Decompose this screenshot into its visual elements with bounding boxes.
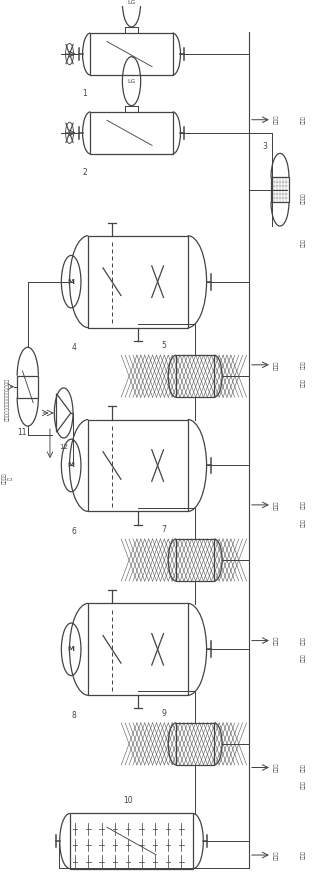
Text: 5: 5 xyxy=(162,341,167,350)
Text: 冷硫酸: 冷硫酸 xyxy=(301,116,306,124)
Text: 洗涤水: 洗涤水 xyxy=(301,781,306,789)
Text: 分层分: 分层分 xyxy=(301,636,306,645)
Text: LG: LG xyxy=(127,0,136,5)
Bar xyxy=(70,813,193,869)
Text: 11: 11 xyxy=(17,428,27,437)
Text: 4: 4 xyxy=(71,343,76,353)
Text: 回收氯化氢经精制处理后循环利用: 回收氯化氢经精制处理后循环利用 xyxy=(5,378,10,422)
Text: LG: LG xyxy=(127,78,136,84)
Text: 冷硫酸: 冷硫酸 xyxy=(274,115,278,124)
Text: 水洗水: 水洗水 xyxy=(301,378,306,386)
Text: 6: 6 xyxy=(71,527,76,536)
Bar xyxy=(91,33,173,75)
Text: M: M xyxy=(68,647,74,653)
Bar xyxy=(176,539,214,581)
Text: 1: 1 xyxy=(83,89,87,98)
Text: 废硅酸: 废硅酸 xyxy=(274,850,278,860)
Text: 水洗水: 水洗水 xyxy=(274,360,278,370)
Text: 水洗水: 水洗水 xyxy=(301,654,306,662)
Text: 洗涤水: 洗涤水 xyxy=(274,763,278,773)
Bar xyxy=(91,112,173,153)
Text: M: M xyxy=(68,462,74,468)
Text: 废硅酸: 废硅酸 xyxy=(301,851,306,859)
Text: 分层分: 分层分 xyxy=(301,763,306,772)
Bar xyxy=(17,376,38,398)
Text: 水洗水: 水洗水 xyxy=(274,500,278,510)
Text: 12: 12 xyxy=(59,444,68,450)
Text: 水洗水: 水洗水 xyxy=(274,636,278,646)
Text: 9: 9 xyxy=(162,709,167,718)
Text: 分层分: 分层分 xyxy=(301,501,306,509)
Bar xyxy=(176,723,214,765)
Bar xyxy=(176,355,214,397)
Bar xyxy=(271,177,289,202)
Text: 水洗水: 水洗水 xyxy=(301,518,306,527)
Text: 洗涤水: 洗涤水 xyxy=(301,238,306,247)
Text: 3: 3 xyxy=(263,142,268,151)
Text: 8: 8 xyxy=(71,711,76,720)
Bar xyxy=(88,420,188,512)
Bar xyxy=(88,603,188,695)
Text: M: M xyxy=(68,279,74,285)
Text: 2: 2 xyxy=(83,168,87,177)
Text: 固收氯化
氢: 固收氯化 氢 xyxy=(2,473,13,484)
Text: 分层分: 分层分 xyxy=(301,361,306,370)
Text: 10: 10 xyxy=(123,796,133,805)
Text: 7: 7 xyxy=(162,525,167,534)
Text: 稀硫酸分: 稀硫酸分 xyxy=(301,193,306,205)
Bar xyxy=(88,235,188,327)
